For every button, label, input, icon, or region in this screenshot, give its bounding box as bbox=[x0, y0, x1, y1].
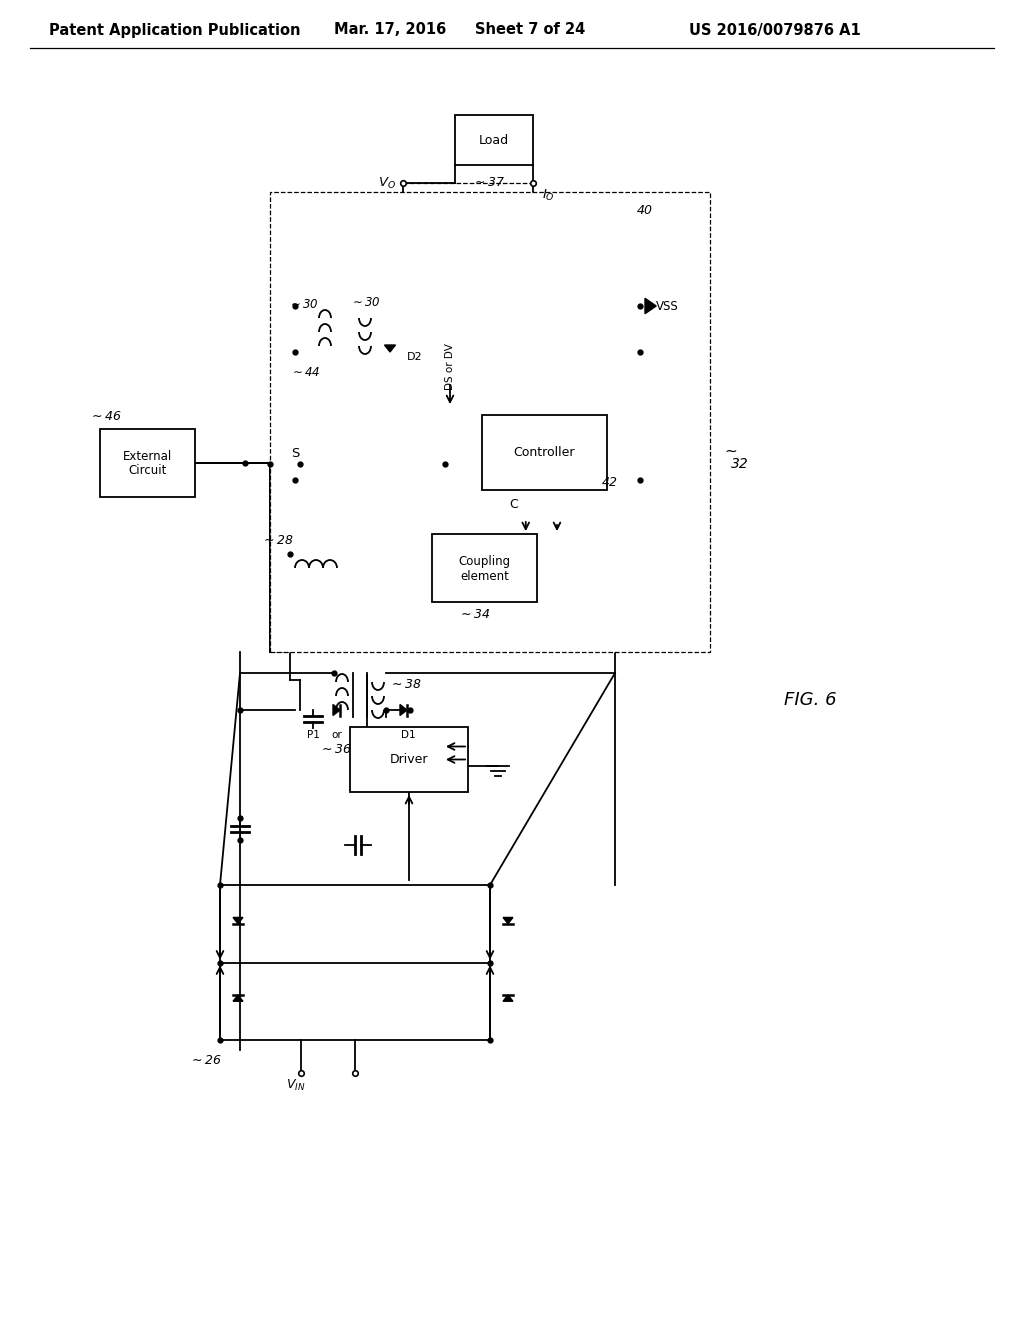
Text: Coupling: Coupling bbox=[459, 556, 511, 569]
Bar bbox=[270, 191, 710, 652]
Text: $I_O$: $I_O$ bbox=[542, 187, 554, 202]
Text: C: C bbox=[509, 499, 518, 511]
Text: Driver: Driver bbox=[390, 752, 428, 766]
Text: $\sim$34: $\sim$34 bbox=[459, 607, 490, 620]
Bar bbox=[295, 201, 655, 272]
Bar bbox=[482, 414, 607, 490]
Text: VSS: VSS bbox=[655, 300, 678, 313]
Polygon shape bbox=[333, 705, 340, 715]
Polygon shape bbox=[384, 345, 395, 352]
Text: Patent Application Publication: Patent Application Publication bbox=[49, 22, 301, 37]
Text: Load: Load bbox=[479, 133, 509, 147]
Text: 40: 40 bbox=[637, 203, 653, 216]
Bar bbox=[455, 115, 534, 165]
Text: DS or DV: DS or DV bbox=[445, 343, 455, 391]
Text: S: S bbox=[291, 447, 299, 461]
Text: D1: D1 bbox=[400, 730, 416, 741]
Bar bbox=[100, 429, 195, 498]
Polygon shape bbox=[233, 995, 243, 1002]
Polygon shape bbox=[400, 705, 407, 715]
Text: FIG. 6: FIG. 6 bbox=[783, 690, 837, 709]
Text: P1: P1 bbox=[306, 730, 319, 741]
Text: element: element bbox=[460, 569, 509, 582]
Text: or: or bbox=[332, 730, 342, 741]
Text: $\sim$28: $\sim$28 bbox=[261, 533, 293, 546]
Polygon shape bbox=[233, 917, 243, 924]
Text: D2: D2 bbox=[408, 352, 423, 362]
Text: Mar. 17, 2016: Mar. 17, 2016 bbox=[334, 22, 446, 37]
Text: $\sim$46: $\sim$46 bbox=[89, 411, 122, 424]
Bar bbox=[432, 535, 537, 602]
Text: $\sim$36: $\sim$36 bbox=[318, 743, 351, 756]
Text: 32: 32 bbox=[731, 457, 749, 471]
Text: External: External bbox=[123, 450, 172, 463]
Text: Controller: Controller bbox=[514, 446, 575, 459]
Text: $\sim$: $\sim$ bbox=[722, 442, 738, 458]
Text: 42: 42 bbox=[602, 475, 618, 488]
Text: Sheet 7 of 24: Sheet 7 of 24 bbox=[475, 22, 585, 37]
Text: Circuit: Circuit bbox=[128, 465, 167, 478]
Text: $\sim$38: $\sim$38 bbox=[389, 678, 421, 692]
Polygon shape bbox=[503, 995, 513, 1002]
Polygon shape bbox=[645, 298, 656, 314]
Bar bbox=[350, 727, 468, 792]
Text: $\sim$26: $\sim$26 bbox=[188, 1053, 221, 1067]
Text: $V_{IN}$: $V_{IN}$ bbox=[287, 1077, 306, 1093]
Text: $\sim$37: $\sim$37 bbox=[472, 177, 506, 190]
Text: $\sim$30: $\sim$30 bbox=[288, 298, 318, 312]
Text: $\sim$44: $\sim$44 bbox=[290, 366, 321, 379]
Text: US 2016/0079876 A1: US 2016/0079876 A1 bbox=[689, 22, 861, 37]
Polygon shape bbox=[503, 917, 513, 924]
Text: $V_O$: $V_O$ bbox=[378, 176, 396, 190]
Text: $\sim$30: $\sim$30 bbox=[349, 296, 380, 309]
